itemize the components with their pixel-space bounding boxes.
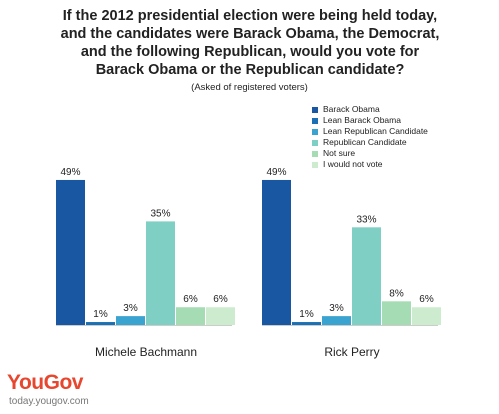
legend-item: Not sure xyxy=(312,148,428,159)
data-label: 8% xyxy=(389,288,404,299)
legend-label: Republican Candidate xyxy=(323,137,407,147)
bar xyxy=(206,307,235,325)
bar xyxy=(86,322,115,325)
legend-item: Barack Obama xyxy=(312,104,428,115)
chart-legend: Barack Obama Lean Barack Obama Lean Repu… xyxy=(312,104,428,170)
bar xyxy=(322,316,351,325)
title-line: Barack Obama or the Republican candidate… xyxy=(95,62,405,78)
data-label: 35% xyxy=(150,208,170,219)
bar xyxy=(146,221,175,325)
title-line: and the candidates were Barack Obama, th… xyxy=(60,26,440,42)
bar xyxy=(176,307,205,325)
legend-label: Not sure xyxy=(323,148,356,158)
data-label: 49% xyxy=(266,167,286,178)
data-label: 33% xyxy=(356,214,376,225)
bar xyxy=(292,322,321,325)
bar xyxy=(262,179,291,325)
yougov-logo: YouGov xyxy=(7,371,83,394)
category-label: Rick Perry xyxy=(324,345,379,359)
data-label: 3% xyxy=(123,303,138,314)
legend-item: Lean Republican Candidate xyxy=(312,126,428,137)
title-line: and the following Republican, would you … xyxy=(80,44,420,60)
legend-item: Republican Candidate xyxy=(312,137,428,148)
data-label: 3% xyxy=(329,303,344,314)
data-label: 6% xyxy=(213,294,228,305)
legend-label: I would not vote xyxy=(323,159,383,169)
legend-swatch xyxy=(312,117,318,124)
legend-label: Lean Republican Candidate xyxy=(323,126,428,136)
chart-subtitle: (Asked of registered voters) xyxy=(191,82,308,93)
legend-swatch xyxy=(312,139,318,146)
legend-swatch xyxy=(312,106,318,113)
chart-title: If the 2012 presidential election were b… xyxy=(20,7,480,79)
legend-label: Barack Obama xyxy=(323,104,380,114)
data-label: 1% xyxy=(93,309,108,320)
bar xyxy=(352,227,381,325)
legend-swatch xyxy=(312,161,318,168)
bar xyxy=(56,179,85,325)
data-label: 49% xyxy=(60,167,80,178)
legend-item: I would not vote xyxy=(312,159,428,170)
title-line: If the 2012 presidential election were b… xyxy=(62,8,438,24)
bar xyxy=(382,301,411,325)
category-label: Michele Bachmann xyxy=(95,345,197,359)
data-label: 6% xyxy=(419,294,434,305)
legend-swatch xyxy=(312,150,318,157)
bar xyxy=(116,316,145,325)
data-label: 6% xyxy=(183,294,198,305)
legend-swatch xyxy=(312,128,318,135)
legend-item: Lean Barack Obama xyxy=(312,115,428,126)
legend-label: Lean Barack Obama xyxy=(323,115,401,125)
bar xyxy=(412,307,441,325)
yougov-url: today.yougov.com xyxy=(9,396,89,407)
data-label: 1% xyxy=(299,309,314,320)
